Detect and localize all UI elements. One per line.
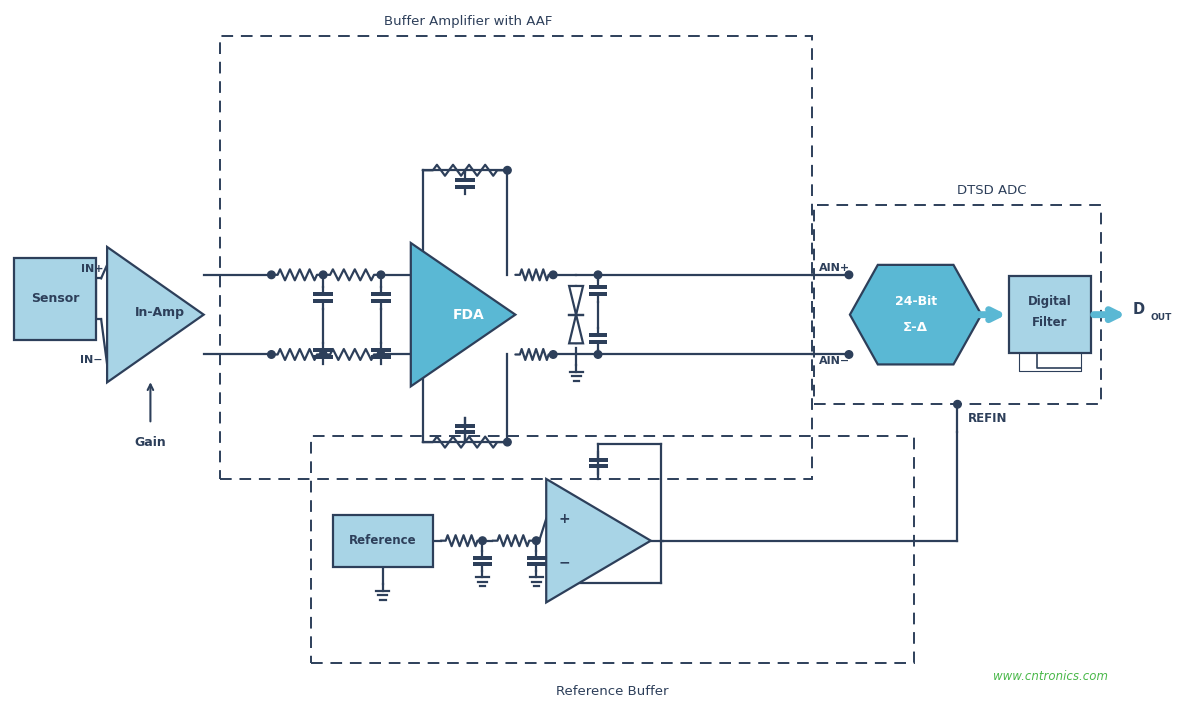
Text: D: D	[1133, 302, 1145, 317]
Text: OUT: OUT	[1151, 313, 1172, 322]
Circle shape	[378, 350, 385, 358]
FancyBboxPatch shape	[14, 258, 96, 339]
FancyBboxPatch shape	[1010, 275, 1091, 353]
Text: −: −	[558, 556, 570, 570]
Circle shape	[594, 350, 602, 358]
Text: DTSD ADC: DTSD ADC	[957, 184, 1027, 197]
Circle shape	[550, 350, 557, 358]
Polygon shape	[569, 315, 583, 343]
Bar	[220, 36, 813, 479]
Text: IN+: IN+	[80, 264, 103, 274]
Text: Reference Buffer: Reference Buffer	[556, 685, 669, 698]
Text: www.cntronics.com: www.cntronics.com	[993, 670, 1108, 683]
Text: In-Amp: In-Amp	[135, 306, 185, 319]
Text: AIN−: AIN−	[819, 356, 851, 367]
Text: Gain: Gain	[135, 436, 166, 449]
Circle shape	[550, 271, 557, 278]
Circle shape	[954, 400, 961, 408]
Bar	[311, 436, 914, 663]
Polygon shape	[108, 247, 203, 382]
Circle shape	[268, 271, 275, 278]
Circle shape	[378, 271, 385, 278]
Circle shape	[845, 350, 853, 358]
Text: Reference: Reference	[349, 534, 417, 547]
Text: Filter: Filter	[1032, 316, 1068, 329]
Text: AIN+: AIN+	[819, 263, 850, 273]
Circle shape	[594, 271, 602, 278]
Text: FDA: FDA	[453, 308, 484, 322]
Polygon shape	[569, 286, 583, 315]
Text: Sensor: Sensor	[31, 292, 80, 305]
Text: Digital: Digital	[1028, 295, 1072, 308]
Circle shape	[503, 166, 511, 174]
Circle shape	[479, 537, 486, 545]
Text: REFIN: REFIN	[968, 411, 1007, 425]
Polygon shape	[411, 243, 515, 386]
Circle shape	[533, 537, 540, 545]
Circle shape	[319, 271, 327, 278]
Polygon shape	[546, 479, 651, 602]
Text: Σ-Δ: Σ-Δ	[903, 321, 929, 334]
FancyBboxPatch shape	[333, 515, 433, 566]
Bar	[814, 205, 1101, 404]
Circle shape	[319, 350, 327, 358]
Text: 24-Bit: 24-Bit	[895, 295, 937, 308]
Text: IN−: IN−	[80, 355, 103, 365]
Text: +: +	[558, 512, 570, 526]
Text: Buffer Amplifier with AAF: Buffer Amplifier with AAF	[385, 15, 552, 28]
Circle shape	[503, 438, 511, 446]
Circle shape	[268, 350, 275, 358]
Circle shape	[845, 271, 853, 278]
Polygon shape	[850, 265, 981, 365]
